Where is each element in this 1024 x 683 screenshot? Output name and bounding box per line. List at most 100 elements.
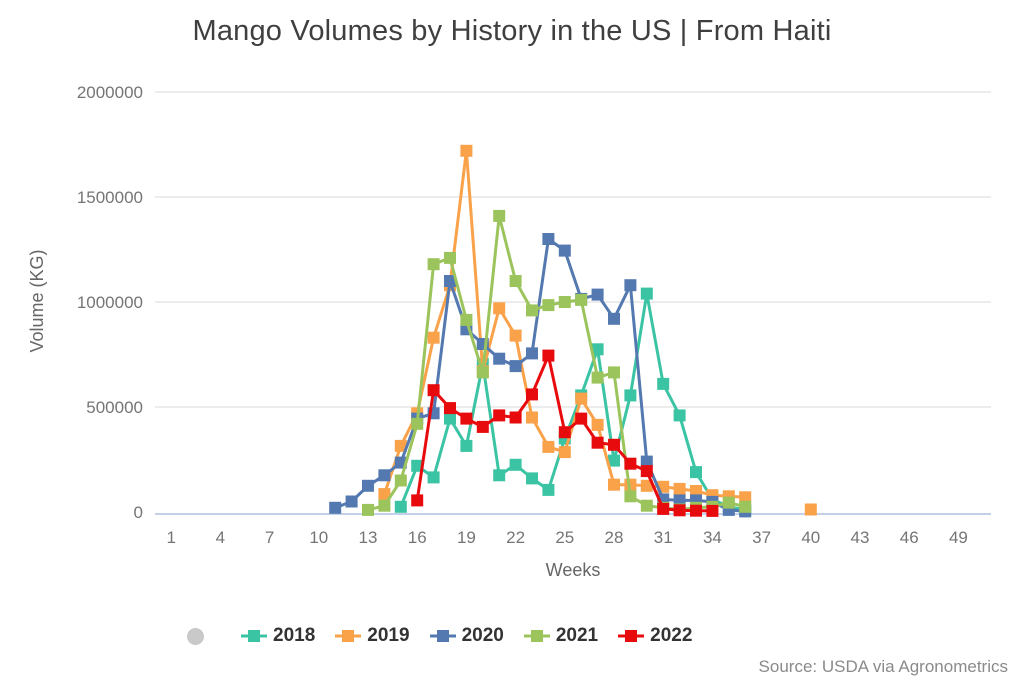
legend-item-2018[interactable]: 2018 [241, 625, 315, 647]
x-tick-label: 13 [359, 528, 378, 547]
point-2022-w34[interactable] [706, 504, 719, 517]
point-2021-w28[interactable] [608, 366, 620, 379]
point-2019-w14[interactable] [378, 488, 391, 501]
point-2018-w17[interactable] [427, 471, 440, 484]
legend-item-2020[interactable]: 2020 [429, 625, 504, 647]
point-2022-w29[interactable] [624, 457, 637, 470]
point-2022-w22[interactable] [509, 411, 522, 424]
point-2019-w22[interactable] [509, 329, 522, 342]
point-2022-w18[interactable] [444, 402, 456, 415]
legend-item-2019[interactable]: 2019 [335, 625, 410, 647]
legend: 2018 2019 2020 2021 2022 [187, 622, 692, 650]
series-2018[interactable] [394, 287, 752, 516]
point-2020-w29[interactable] [624, 279, 637, 292]
point-2021-w15[interactable] [394, 474, 407, 487]
point-2022-w33[interactable] [690, 504, 702, 517]
legend-item-2021[interactable]: 2021 [523, 625, 598, 647]
x-tick-label: 22 [506, 528, 525, 547]
point-2021-w22[interactable] [509, 275, 522, 287]
point-2018-w28[interactable] [608, 454, 620, 467]
plot-area[interactable]: 0 500000 1000000 1500000 2000000 1 4 7 10 13 16 19 2… [0, 0, 1024, 600]
point-2018-w29[interactable] [624, 389, 637, 402]
point-2020-w12[interactable] [345, 495, 358, 508]
point-2018-w32[interactable] [673, 409, 686, 422]
point-2021-w35[interactable] [722, 496, 735, 509]
y-tick-label: 0 [134, 503, 143, 522]
point-2018-w33[interactable] [690, 466, 702, 479]
point-2019-w23[interactable] [526, 411, 538, 424]
point-2019-w26[interactable] [575, 392, 588, 405]
point-2018-w27[interactable] [591, 343, 604, 356]
point-2019-w24[interactable] [542, 440, 555, 453]
point-2022-w26[interactable] [575, 412, 588, 425]
point-2018-w18[interactable] [444, 412, 456, 425]
point-2021-w17[interactable] [427, 258, 440, 271]
point-2022-w30[interactable] [640, 465, 653, 478]
point-2022-w19[interactable] [460, 412, 473, 425]
point-2021-w30[interactable] [640, 499, 653, 512]
point-2020-w14[interactable] [378, 469, 391, 482]
point-2021-w16[interactable] [411, 417, 424, 430]
x-tick-label: 49 [949, 528, 968, 547]
point-2022-w16[interactable] [411, 494, 424, 507]
point-2021-w27[interactable] [591, 371, 604, 384]
point-2021-w24[interactable] [542, 299, 555, 312]
legend-item-2022[interactable]: 2022 [618, 625, 692, 647]
point-2019-w30[interactable] [640, 479, 653, 492]
point-2018-w21[interactable] [493, 469, 506, 482]
point-2022-w20[interactable] [476, 420, 489, 433]
point-2020-w11[interactable] [329, 501, 342, 514]
point-2022-w28[interactable] [608, 438, 620, 451]
point-2020-w21[interactable] [493, 352, 506, 365]
point-2021-w36[interactable] [739, 500, 752, 513]
point-2020-w22[interactable] [509, 360, 522, 373]
point-2021-w21[interactable] [493, 209, 506, 222]
point-2021-w18[interactable] [444, 251, 456, 264]
point-2021-w19[interactable] [460, 313, 473, 326]
point-2019-w17[interactable] [427, 331, 440, 344]
point-2019-w36[interactable] [739, 491, 752, 504]
point-2019-w33[interactable] [690, 485, 702, 497]
point-2022-w31[interactable] [657, 502, 670, 515]
point-2020-w18[interactable] [444, 275, 456, 287]
point-2022-w23[interactable] [526, 388, 538, 401]
point-2018-w22[interactable] [509, 458, 522, 471]
point-2021-w14[interactable] [378, 499, 391, 512]
point-2018-w23[interactable] [526, 472, 538, 485]
point-2019-w21[interactable] [493, 302, 506, 315]
point-2020-w30[interactable] [640, 455, 653, 468]
point-2019-w28[interactable] [608, 478, 620, 491]
point-2022-w27[interactable] [591, 436, 604, 449]
point-2019-w27[interactable] [591, 418, 604, 431]
point-2018-w16[interactable] [411, 459, 424, 472]
point-2020-w23[interactable] [526, 347, 538, 360]
point-2020-w27[interactable] [591, 288, 604, 301]
point-2022-w21[interactable] [493, 409, 506, 422]
point-2018-w15[interactable] [394, 500, 407, 513]
point-2021-w13[interactable] [362, 503, 374, 516]
point-2020-w28[interactable] [608, 312, 620, 325]
point-2021-w23[interactable] [526, 304, 538, 317]
point-2020-w13[interactable] [362, 479, 374, 492]
point-2020-w32[interactable] [673, 494, 686, 507]
point-2022-w24[interactable] [542, 349, 555, 362]
point-2020-w24[interactable] [542, 233, 555, 245]
point-2020-w25[interactable] [558, 244, 571, 257]
point-2022-w17[interactable] [427, 384, 440, 397]
point-2021-w29[interactable] [624, 490, 637, 503]
point-2019-w15[interactable] [394, 439, 407, 452]
point-2021-w20[interactable] [476, 366, 489, 379]
point-2019-w40[interactable] [804, 503, 817, 516]
point-2019-w19[interactable] [460, 144, 473, 157]
point-2021-w26[interactable] [575, 293, 588, 306]
point-2021-w25[interactable] [558, 296, 571, 308]
point-2022-w32[interactable] [673, 504, 686, 517]
point-2019-w32[interactable] [673, 482, 686, 495]
point-2018-w24[interactable] [542, 483, 555, 496]
point-2018-w30[interactable] [640, 287, 653, 300]
point-2018-w31[interactable] [657, 377, 670, 390]
point-2022-w25[interactable] [558, 426, 571, 439]
point-2018-w19[interactable] [460, 439, 473, 452]
point-2019-w25[interactable] [558, 446, 571, 459]
series-2022[interactable] [411, 349, 719, 517]
